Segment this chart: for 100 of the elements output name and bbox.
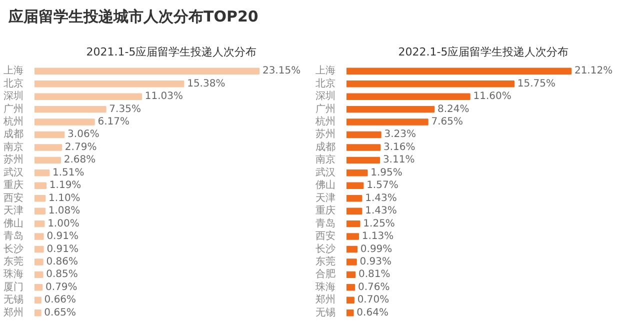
bar [346,208,362,214]
data-label: 1.00% [48,218,80,230]
data-label: 3.23% [384,129,416,140]
data-label: 8.24% [437,104,470,115]
y-tick-label: 上海 [316,64,336,77]
text: 应届留学生投递城市人次分布TOP20 [8,8,258,26]
bar [346,296,354,304]
data-label: 1.10% [48,192,80,204]
y-tick-label: 无锡 [4,294,24,306]
data-label: 1.08% [48,206,80,217]
bar [34,195,46,202]
y-tick-label: 重庆 [4,179,24,192]
y-tick-label: 南京 [4,140,24,153]
y-tick-label: 天津 [4,204,24,217]
y-tick-label: 成都 [4,128,24,140]
bar [34,310,42,316]
y-tick-label: 郑州 [4,306,24,318]
data-label: 0.85% [46,269,78,280]
data-label: 0.91% [46,244,78,255]
data-label: 0.81% [358,269,390,280]
y-tick-label: 苏州 [4,154,24,166]
bar [34,220,45,228]
bar [34,208,46,214]
bar [34,80,184,88]
bar [34,118,95,126]
y-tick-label: 北京 [4,77,24,90]
y-tick-label: 珠海 [316,280,336,293]
data-label: 1.25% [363,218,395,230]
y-tick-label: 东莞 [316,255,336,268]
bar [346,284,356,291]
bar [34,156,61,164]
data-label: 0.70% [357,294,390,306]
bar [346,68,572,74]
bar [34,131,65,138]
data-label: 1.43% [365,192,397,204]
bar [346,93,470,100]
y-tick-label: 武汉 [316,166,336,178]
bar [34,182,47,189]
y-tick-label: 长沙 [4,242,24,255]
y-tick-label: 佛山 [316,179,336,192]
data-label: 1.57% [366,180,398,192]
data-label: 0.99% [360,244,392,255]
bar [34,246,44,253]
y-tick-label: 东莞 [4,255,24,268]
data-label: 7.35% [109,104,141,115]
data-label: 15.75% [517,78,556,90]
chart-title: 2021.1-5应届留学生投递人次分布 [86,46,257,58]
data-label: 1.19% [49,180,82,192]
bar [346,195,362,202]
bar [34,68,260,74]
bar [34,170,50,176]
data-label: 1.51% [52,167,84,178]
data-label: 0.64% [356,307,388,318]
y-tick-label: 南京 [316,154,336,166]
bar [346,144,381,151]
y-tick-label: 合肥 [316,268,336,280]
bar [346,182,364,189]
y-tick-label: 上海 [4,64,24,77]
data-label: 2.68% [64,154,96,166]
y-tick-label: 青岛 [316,217,336,230]
data-label: 0.91% [46,231,78,242]
y-tick-label: 重庆 [316,204,336,217]
data-label: 0.93% [360,256,392,268]
y-tick-label: 广州 [4,102,24,115]
data-label: 0.65% [44,307,76,318]
data-label: 2.79% [64,142,97,153]
bar [346,80,514,88]
y-tick-label: 广州 [316,102,336,115]
bar [346,106,435,113]
bar [34,144,62,151]
bar [346,131,382,138]
y-tick-label: 杭州 [314,116,336,128]
bar [34,271,44,278]
data-label: 11.60% [473,91,512,102]
data-label: 3.16% [383,142,416,153]
y-tick-label: 青岛 [4,230,24,242]
y-tick-label: 佛山 [4,217,24,230]
bar [34,284,43,291]
data-label: 15.38% [187,78,226,90]
bar [346,310,354,316]
bar [346,156,380,164]
data-label: 3.06% [68,129,100,140]
bar [34,93,142,100]
y-tick-label: 北京 [316,77,336,90]
y-tick-label: 杭州 [2,116,24,128]
data-label: 1.43% [365,206,397,217]
data-label: 0.79% [46,282,78,293]
y-tick-label: 苏州 [316,128,336,140]
bar [346,258,357,266]
data-label: 21.12% [574,66,613,77]
data-label: 0.66% [44,294,76,306]
bar [346,271,356,278]
y-tick-label: 珠海 [4,268,24,280]
y-tick-label: 无锡 [316,307,336,318]
data-label: 11.03% [144,91,184,102]
data-label: 1.95% [370,167,402,178]
bar [346,246,358,253]
data-label: 6.17% [98,116,130,128]
bar [346,118,428,126]
bar [34,296,42,304]
